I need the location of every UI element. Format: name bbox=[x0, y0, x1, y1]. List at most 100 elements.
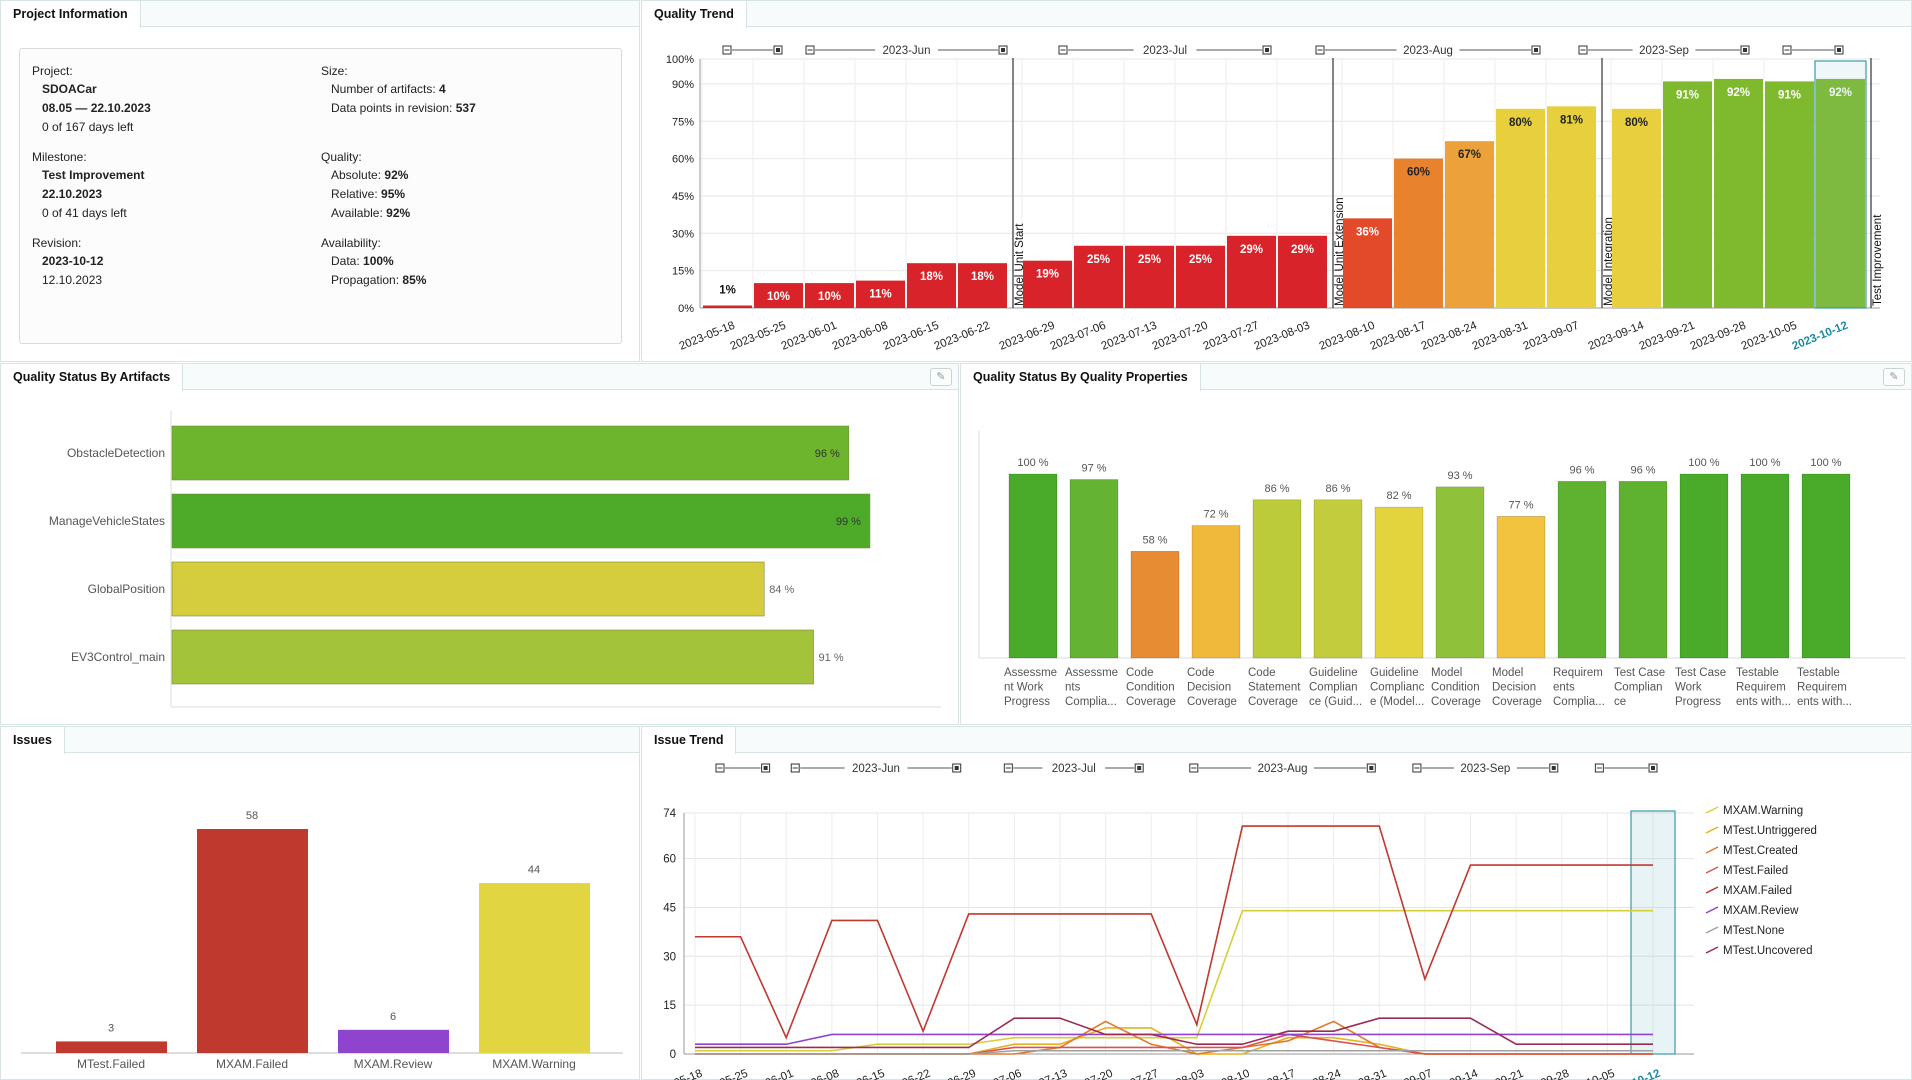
x-tick-label: 2023-07-27 bbox=[1202, 320, 1261, 353]
property-label: Complianc bbox=[1370, 682, 1425, 694]
issue-trend-panel: Issue Trend 015304560742023-05-182023-05… bbox=[641, 726, 1912, 1080]
trend-bar bbox=[1663, 81, 1712, 308]
x-tick-label: 2023-10-12 bbox=[1791, 320, 1850, 353]
project-label: Project: bbox=[32, 64, 73, 78]
artifact-bar bbox=[171, 629, 814, 685]
revision-label: Revision: bbox=[32, 236, 82, 250]
datapoints-value: 537 bbox=[455, 101, 476, 115]
month-label: 2023-Jul bbox=[1052, 763, 1096, 775]
series-line bbox=[695, 1017, 1653, 1049]
project-name: SDOACar bbox=[42, 82, 97, 96]
property-bar bbox=[1679, 473, 1729, 659]
legend-entry: MTest.Untriggered bbox=[1723, 825, 1817, 837]
y-tick-label: 60 bbox=[663, 854, 676, 866]
x-tick-label: 2023-08-03 bbox=[1253, 320, 1312, 353]
legend-entry: MXAM.Warning bbox=[1723, 805, 1803, 817]
pin-icon[interactable]: ✎ bbox=[930, 368, 952, 386]
propagation-value: 85% bbox=[402, 273, 427, 287]
tab-project-information[interactable]: Project Information bbox=[1, 1, 141, 28]
panel-header bbox=[642, 727, 1911, 753]
trend-bar bbox=[1612, 108, 1661, 308]
month-label: 2023-Jun bbox=[852, 763, 900, 775]
series-line bbox=[695, 825, 1653, 1040]
property-bar-label: 93 % bbox=[1447, 470, 1472, 482]
trend-bar bbox=[958, 263, 1007, 308]
property-bar bbox=[1496, 516, 1546, 659]
y-tick-label: 30% bbox=[672, 228, 694, 240]
property-bar-label: 72 % bbox=[1203, 509, 1228, 521]
relative-label: Relative: bbox=[331, 187, 378, 201]
y-tick-label: 45% bbox=[672, 191, 694, 203]
issue-category-label: MXAM.Failed bbox=[216, 1057, 288, 1071]
trend-bar bbox=[907, 263, 956, 308]
revision-name: 2023-10-12 bbox=[42, 254, 104, 268]
trend-bar-label: 91% bbox=[1778, 89, 1801, 101]
property-label: ce bbox=[1614, 696, 1626, 708]
property-label: Coverage bbox=[1492, 696, 1542, 708]
tab-quality-status-properties[interactable]: Quality Status By Quality Properties bbox=[961, 364, 1201, 391]
quality-trend-panel: Quality Trend 0% 15% 30% 45% 60% 75% 90% 100% Mo… bbox=[641, 0, 1912, 362]
trend-bar-label: 25% bbox=[1189, 254, 1212, 266]
trend-bar bbox=[1714, 78, 1763, 308]
tab-issue-trend[interactable]: Issue Trend bbox=[642, 727, 737, 754]
propagation-label: Propagation: bbox=[331, 273, 400, 287]
data-row: Data: 100% bbox=[321, 252, 476, 271]
marker-dot bbox=[1743, 48, 1747, 52]
quality-status-artifacts-chart: ObstacleDetection 96 % ManageVehicleStates… bbox=[49, 411, 941, 708]
datapoints-row: Data points in revision: 537 bbox=[321, 99, 476, 118]
relative-row: Relative: 95% bbox=[321, 185, 476, 204]
property-label: Testable bbox=[1736, 667, 1779, 679]
property-bar bbox=[1252, 499, 1302, 659]
property-label: Progress bbox=[1004, 696, 1050, 708]
pin-icon[interactable]: ✎ bbox=[1883, 368, 1905, 386]
trend-bar-label: 67% bbox=[1458, 149, 1481, 161]
size-label: Size: bbox=[321, 64, 348, 78]
trend-bar bbox=[1496, 108, 1545, 308]
project-info-right: Size: Number of artifacts: 4 Data points… bbox=[321, 63, 476, 290]
property-label: Complia... bbox=[1553, 696, 1605, 708]
legend-entry: MTest.None bbox=[1723, 925, 1784, 937]
x-tick-label: 2023-05-18 bbox=[678, 320, 737, 353]
month-label-bg bbox=[844, 761, 908, 775]
artifacts-value: 4 bbox=[439, 82, 446, 96]
property-bar-label: 77 % bbox=[1508, 499, 1533, 511]
x-tick-label: 2023-05-25 bbox=[729, 320, 788, 353]
trend-bar bbox=[1445, 141, 1494, 308]
x-tick-label: 2023-07-06 bbox=[1049, 320, 1108, 353]
project-days-left: 0 of 167 days left bbox=[42, 120, 134, 134]
issue-bar bbox=[479, 883, 590, 1053]
revision-date: 12.10.2023 bbox=[42, 273, 103, 287]
legend-entry: MTest.Uncovered bbox=[1723, 945, 1812, 957]
tab-issues[interactable]: Issues bbox=[1, 727, 65, 754]
x-tick-label: 2023-08-31 bbox=[1471, 320, 1530, 353]
property-label: Model bbox=[1492, 667, 1523, 679]
y-tick-label: 90% bbox=[672, 79, 694, 91]
y-tick-label: 0% bbox=[678, 303, 694, 315]
property-label: e (Model... bbox=[1370, 696, 1424, 708]
month-label-bg bbox=[1632, 43, 1696, 57]
x-tick-label: 2023-06-01 bbox=[780, 320, 839, 353]
trend-bar bbox=[1343, 218, 1392, 308]
tab-quality-status-artifacts[interactable]: Quality Status By Artifacts bbox=[1, 364, 184, 391]
issue-bar bbox=[338, 1029, 449, 1053]
milestone-label: Milestone: bbox=[32, 150, 87, 164]
trend-bar bbox=[1176, 245, 1225, 308]
y-tick-label: 60% bbox=[672, 154, 694, 166]
property-bar-label: 100 % bbox=[1810, 457, 1841, 469]
legend-swatch bbox=[1705, 886, 1719, 894]
legend-entry: MXAM.Failed bbox=[1723, 885, 1792, 897]
series-line bbox=[695, 1049, 1653, 1055]
selected-revision-highlight bbox=[1814, 60, 1867, 309]
trend-bar bbox=[1074, 245, 1123, 308]
x-tick-label: 2023-08-24 bbox=[1420, 319, 1480, 352]
property-bar bbox=[1130, 550, 1180, 659]
property-label: ents bbox=[1553, 682, 1575, 694]
property-label: Condition bbox=[1431, 682, 1480, 694]
marker-dot bbox=[1265, 48, 1269, 52]
month-label-bg bbox=[1396, 43, 1460, 57]
tab-quality-trend[interactable]: Quality Trend bbox=[642, 1, 747, 28]
property-label: Guideline bbox=[1370, 667, 1419, 679]
trend-bar-label: 29% bbox=[1291, 244, 1314, 256]
property-label: Assessme bbox=[1065, 667, 1118, 679]
marker-dot bbox=[763, 766, 768, 770]
